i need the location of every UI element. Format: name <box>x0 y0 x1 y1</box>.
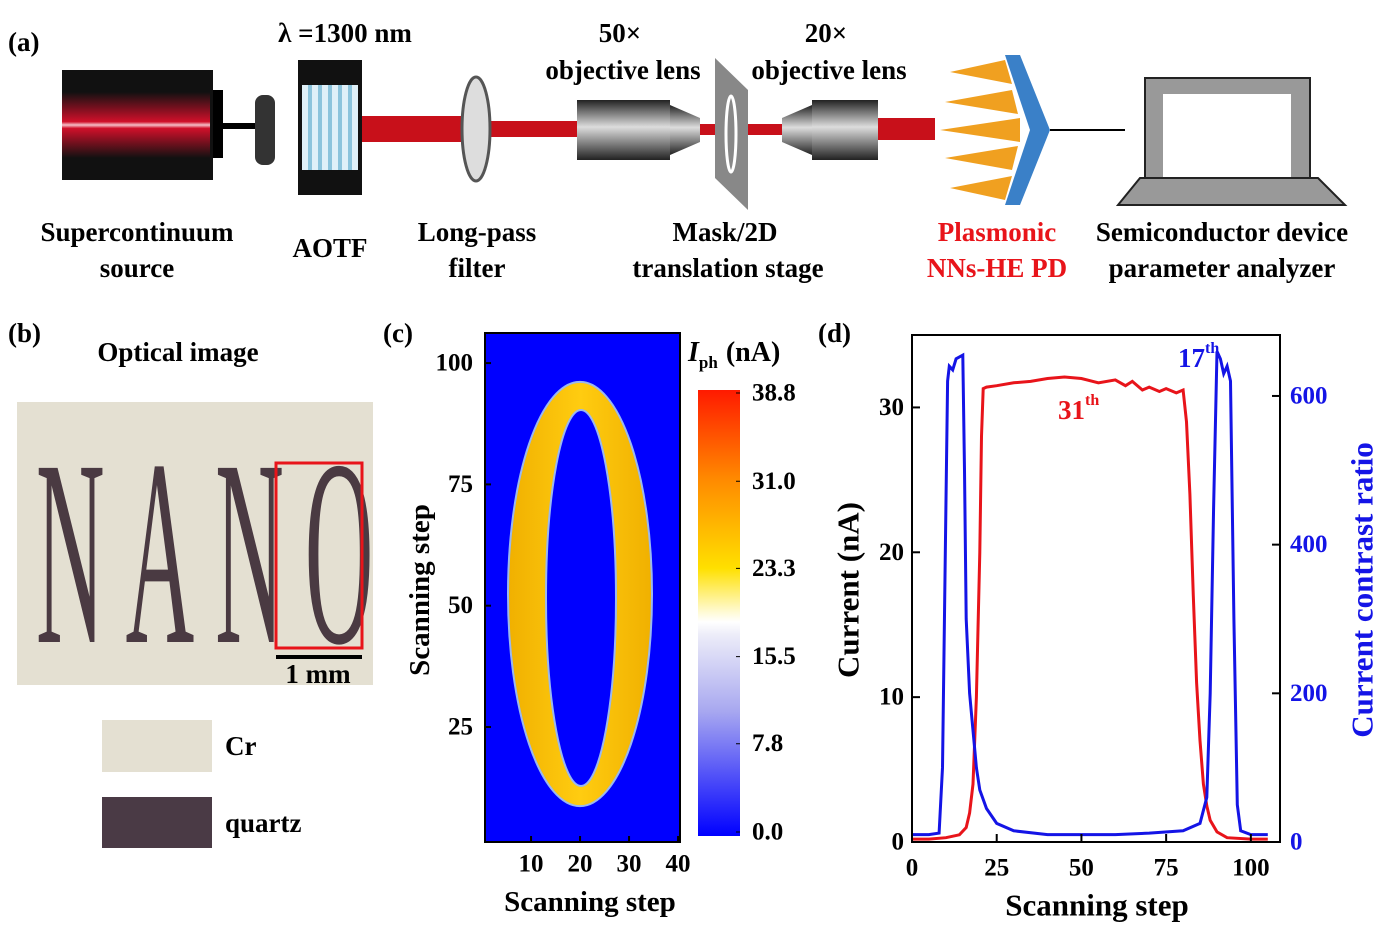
screen <box>1163 94 1291 177</box>
x-tick-label: 100 <box>1232 855 1270 882</box>
objective-label: objective lens <box>545 55 700 85</box>
colorbar-title: Iph (nA) <box>687 337 780 372</box>
colorbar-tick-label: 7.8 <box>752 730 783 757</box>
legend-swatch <box>102 720 212 772</box>
magnification: 20× <box>805 18 847 48</box>
annotation-text: 31 <box>1058 395 1085 425</box>
legend-label: quartz <box>225 808 302 838</box>
y2-tick-label: 0 <box>1290 829 1303 856</box>
mask-aperture <box>724 94 738 174</box>
component-label: Supercontinuum <box>40 217 234 247</box>
y-tick-label: 25 <box>448 714 473 741</box>
beam <box>875 118 935 140</box>
device-substrate <box>1005 55 1050 205</box>
scale-bar-label: 1 mm <box>285 659 351 689</box>
aotf-stripes <box>308 85 352 170</box>
objective-tip <box>782 105 812 155</box>
colorbar-tick-label: 0.0 <box>752 819 783 846</box>
annotation: 17th <box>1178 340 1219 374</box>
source-beam <box>62 92 210 158</box>
x-tick-label: 50 <box>1069 855 1094 882</box>
plot-frame <box>911 334 1281 843</box>
component-label: parameter analyzer <box>1109 253 1336 283</box>
data-line <box>912 350 1268 837</box>
setup-drawing <box>62 55 1348 210</box>
highlight-box <box>274 461 364 650</box>
colorbar <box>698 390 740 836</box>
image-letters: NANO <box>36 406 394 700</box>
x-tick-label: 75 <box>1154 855 1179 882</box>
beam <box>362 116 462 142</box>
legend-swatch <box>102 797 212 848</box>
colorbar-tick-label: 31.0 <box>752 468 796 495</box>
x-axis-title: Scanning step <box>1005 888 1188 923</box>
legend-label: Cr <box>225 731 256 761</box>
y-axis-title: Current (nA) <box>831 502 866 678</box>
component-label: translation stage <box>632 253 823 283</box>
y-tick-label: 0 <box>892 829 905 856</box>
source-cap <box>213 90 223 158</box>
aotf-mount <box>255 95 275 165</box>
panel-label: (b) <box>8 318 41 348</box>
component-label: NNs-HE PD <box>927 253 1067 283</box>
component-label: Plasmonic <box>938 217 1057 247</box>
y2-axis-title: Current contrast ratio <box>1345 442 1380 738</box>
x-tick-label: 0 <box>906 855 919 882</box>
y-tick-label: 75 <box>448 471 473 498</box>
keyboard <box>1115 177 1348 206</box>
objective-label: objective lens <box>751 55 906 85</box>
y-tick-label: 10 <box>879 684 904 711</box>
x-tick-label: 30 <box>617 851 642 878</box>
y-axis-title: Scanning step <box>404 504 436 676</box>
x-axis-title: Scanning step <box>504 886 676 918</box>
x-tick-label: 20 <box>568 851 593 878</box>
x-tick-label: 10 <box>519 851 544 878</box>
wavelength: λ =1300 nm <box>278 18 412 48</box>
beam <box>490 121 580 137</box>
colorbar-tick-label: 15.5 <box>752 643 796 670</box>
image-title: Optical image <box>97 337 258 367</box>
annotation-superscript: th <box>1205 340 1219 357</box>
panel-label: (a) <box>8 27 39 57</box>
component-label: filter <box>449 253 506 283</box>
symbol: I <box>687 337 700 368</box>
nanoneedles <box>940 60 1020 200</box>
y2-tick-label: 400 <box>1290 531 1328 558</box>
mask <box>715 58 748 210</box>
component-label: Semiconductor device <box>1096 217 1348 247</box>
component-label: Mask/2D <box>672 217 777 247</box>
annotation-text: 17 <box>1178 343 1205 373</box>
y-tick-label: 30 <box>879 394 904 421</box>
x-tick-label: 40 <box>666 851 691 878</box>
objective <box>577 100 670 160</box>
component-label: AOTF <box>292 233 367 263</box>
filter-lens <box>460 75 492 183</box>
magnification: 50× <box>599 18 641 48</box>
annotation: 31th <box>1058 392 1099 426</box>
objective <box>812 100 878 160</box>
y-tick-label: 50 <box>448 592 473 619</box>
objective-tip <box>670 105 700 155</box>
colorbar-tick-label: 38.8 <box>752 380 796 407</box>
y-tick-label: 100 <box>436 350 474 377</box>
x-tick-label: 25 <box>984 855 1009 882</box>
colorbar-tick-label: 23.3 <box>752 555 796 582</box>
component-label: source <box>100 253 175 283</box>
unit: (nA) <box>726 337 780 368</box>
optical-image <box>17 402 373 685</box>
heatmap-ring <box>506 381 654 807</box>
y2-tick-label: 600 <box>1290 382 1328 409</box>
panel-label: (d) <box>818 318 851 348</box>
fiber <box>223 123 258 129</box>
plot-frame <box>484 332 681 843</box>
annotation-superscript: th <box>1085 392 1099 409</box>
component-label: Long-pass <box>418 217 537 247</box>
panel-label: (c) <box>383 318 413 348</box>
subscript: ph <box>699 353 718 372</box>
y-tick-label: 20 <box>879 539 904 566</box>
y2-tick-label: 200 <box>1290 680 1328 707</box>
